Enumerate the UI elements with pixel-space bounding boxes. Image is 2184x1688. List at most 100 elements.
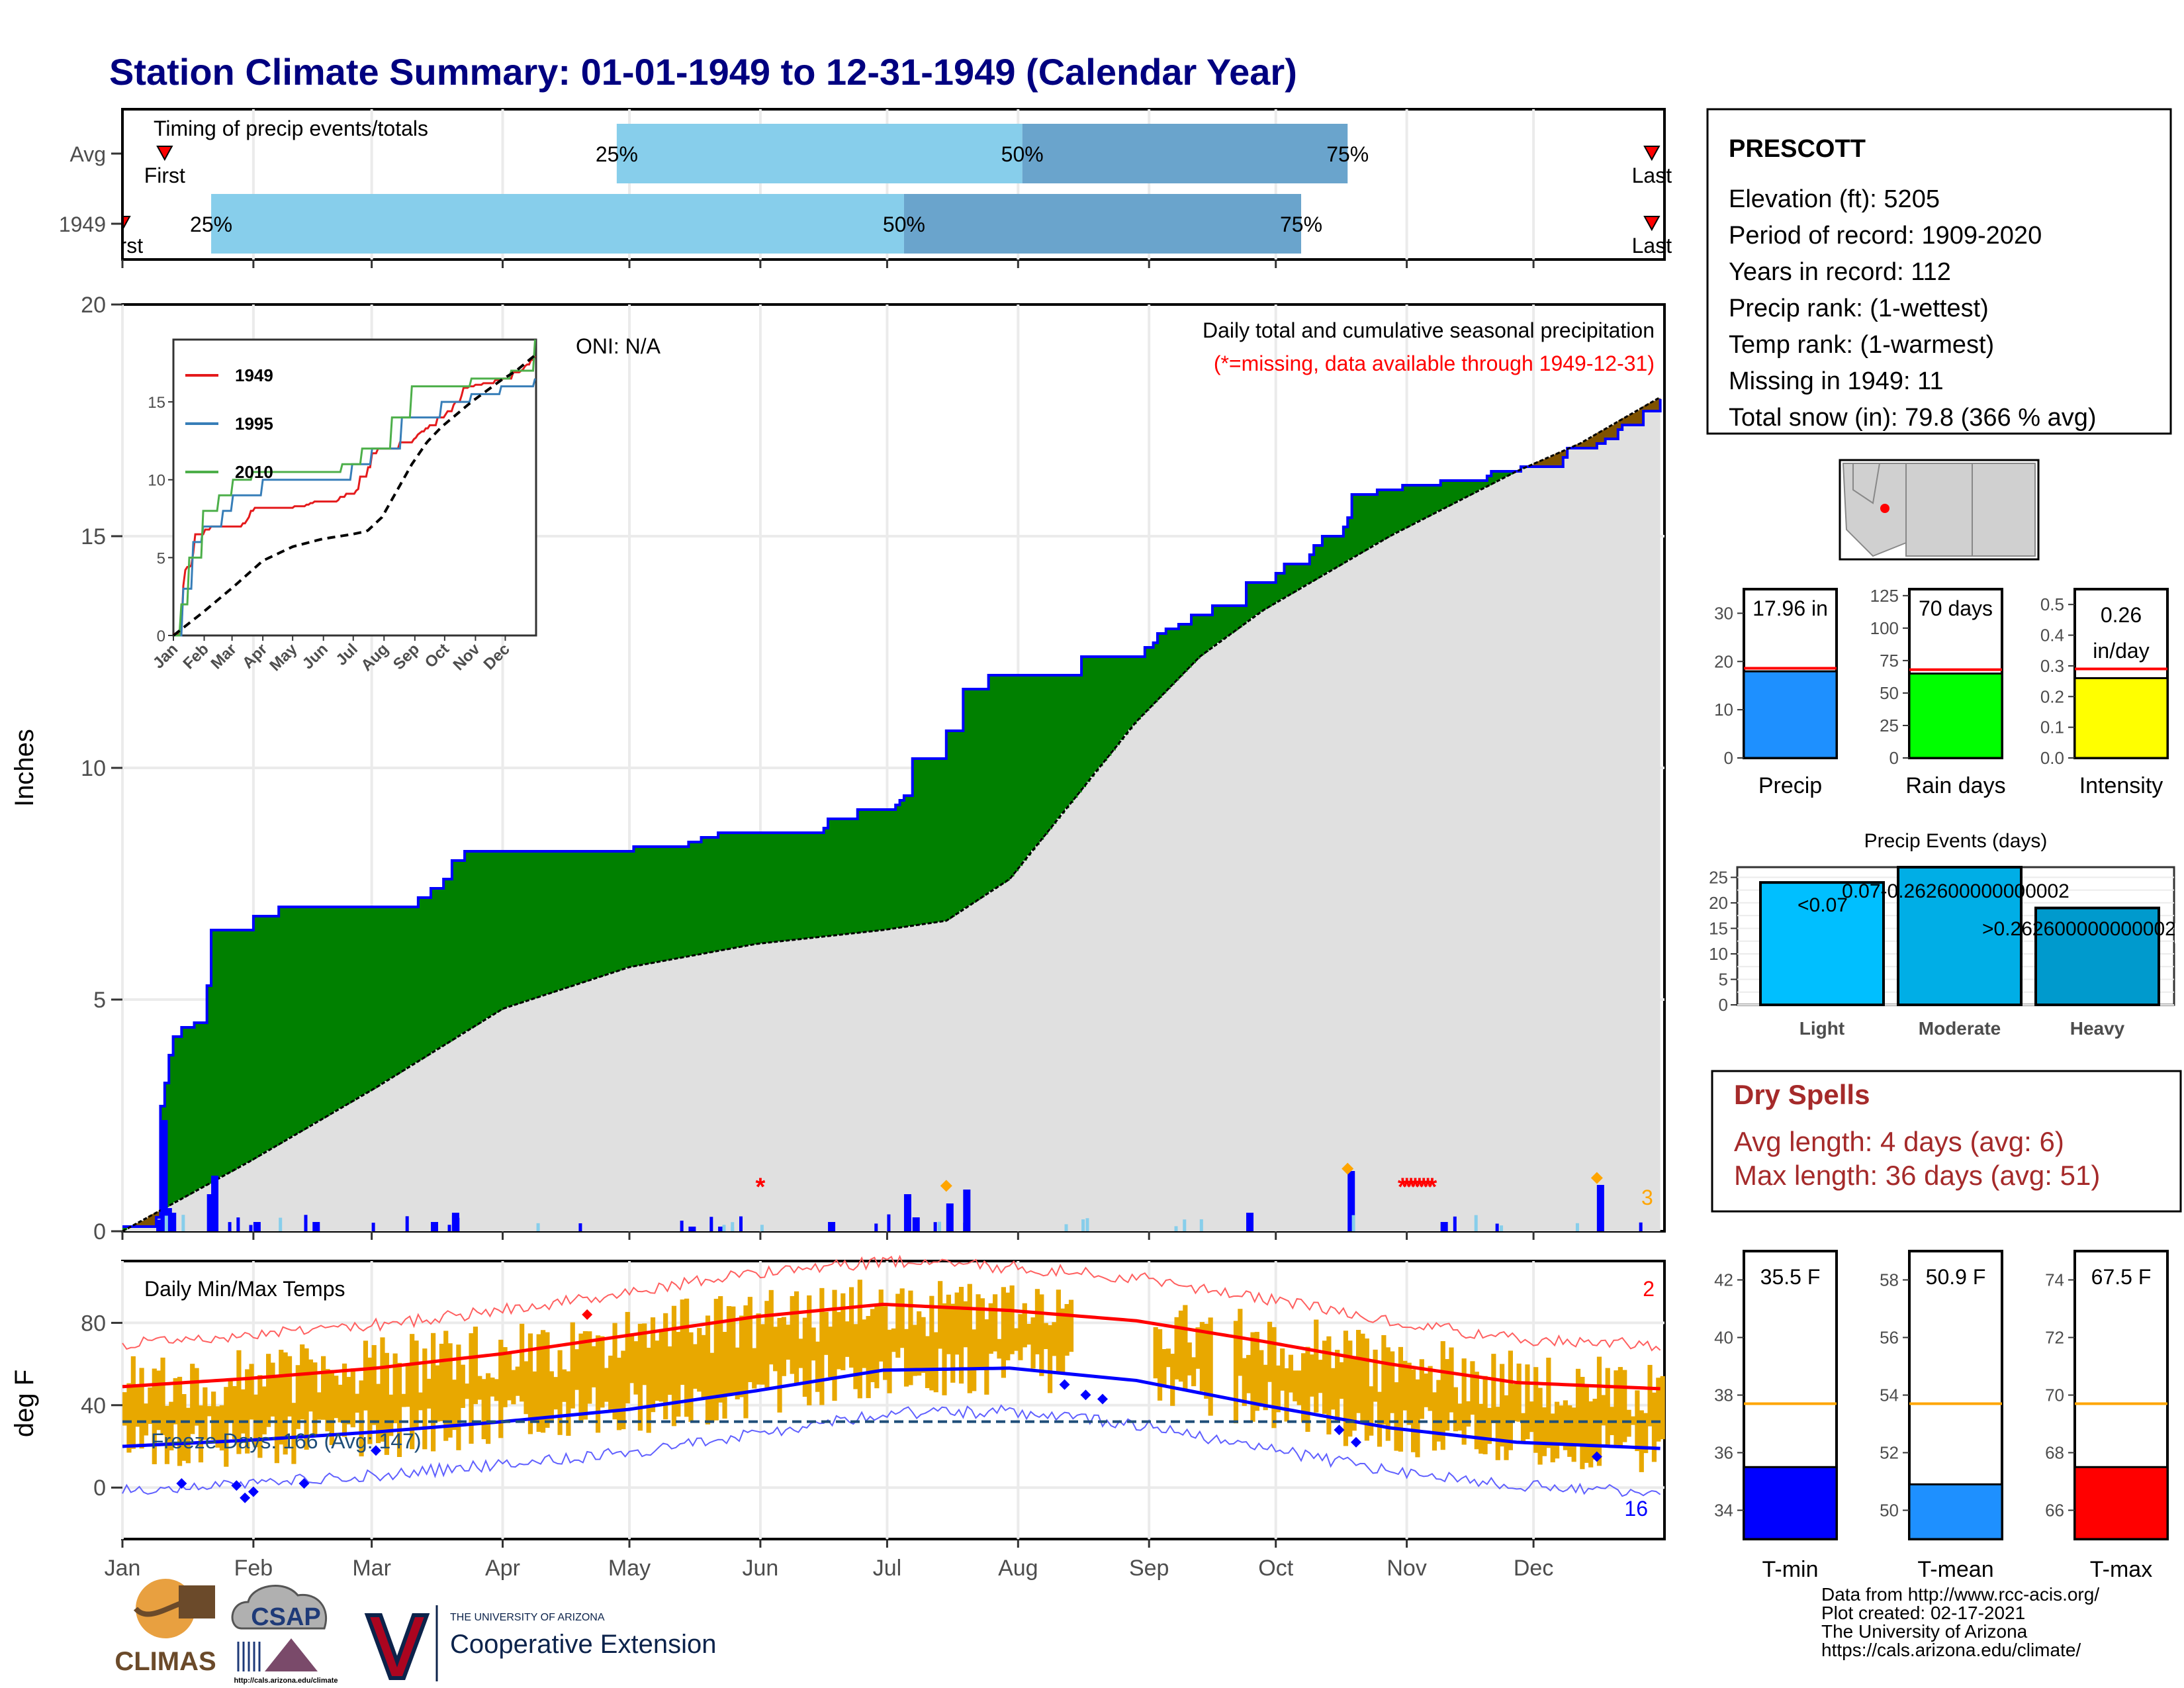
above-average-fill xyxy=(206,986,212,1184)
daily-precip-bar xyxy=(1440,1222,1448,1231)
above-average-fill xyxy=(1280,573,1285,600)
daily-temp-bar xyxy=(156,1370,161,1430)
below-average-fill xyxy=(1533,463,1539,467)
daily-temp-bar xyxy=(481,1379,486,1440)
daily-precip-bar xyxy=(874,1223,878,1231)
daily-precip-bar xyxy=(211,1176,219,1231)
daily-temp-bar xyxy=(1575,1368,1581,1446)
daily-temp-bar xyxy=(1605,1368,1610,1446)
above-average-fill xyxy=(595,851,600,978)
daily-temp-bar xyxy=(1339,1362,1344,1399)
above-average-fill xyxy=(979,689,985,898)
above-average-fill xyxy=(591,851,596,979)
above-average-fill xyxy=(764,833,770,943)
daily-temp-bar xyxy=(684,1298,690,1417)
daily-temp-bar xyxy=(1537,1387,1543,1465)
below-average-fill xyxy=(1588,437,1594,448)
daily-temp-bar xyxy=(1157,1329,1163,1401)
above-average-fill xyxy=(760,833,765,943)
above-average-fill xyxy=(1504,471,1509,477)
timing-p50-label: 50% xyxy=(883,212,925,236)
summary-y-tick: 125 xyxy=(1870,586,1899,606)
above-average-fill xyxy=(122,1227,127,1231)
daily-temp-bar xyxy=(257,1375,263,1458)
daily-temp-bar xyxy=(1584,1384,1589,1463)
daily-temp-bar xyxy=(709,1352,715,1423)
above-average-fill xyxy=(794,833,799,940)
above-average-fill xyxy=(768,833,774,943)
above-average-fill xyxy=(1250,583,1255,618)
daily-temp-bar xyxy=(777,1317,782,1413)
above-average-fill xyxy=(219,930,224,1177)
above-average-fill xyxy=(1449,481,1454,505)
summary-y-tick: 0.4 xyxy=(2040,626,2064,645)
above-average-fill xyxy=(1140,657,1146,716)
daily-temp-bar xyxy=(1486,1407,1492,1444)
daily-temp-bar xyxy=(1068,1299,1074,1352)
above-average-fill xyxy=(903,796,909,927)
daily-temp-bar xyxy=(329,1370,334,1446)
above-average-fill xyxy=(1204,615,1209,652)
daily-temp-bar xyxy=(1617,1367,1623,1447)
above-average-fill xyxy=(578,851,584,984)
timing-p25-label: 25% xyxy=(596,142,638,166)
above-average-fill xyxy=(325,907,330,1116)
daily-precip-bar xyxy=(963,1222,967,1231)
above-average-fill xyxy=(667,847,672,960)
above-average-fill xyxy=(545,851,550,994)
above-average-fill xyxy=(857,810,862,933)
above-average-fill xyxy=(921,759,926,925)
daily-precip-bar xyxy=(206,1194,214,1231)
daily-temp-bar xyxy=(1571,1407,1576,1462)
daily-temp-bar xyxy=(1314,1319,1319,1413)
inset-series-line xyxy=(173,355,536,635)
state-shape xyxy=(1905,463,1973,557)
above-average-fill xyxy=(781,833,786,941)
temp-summary-bar xyxy=(1908,1483,2003,1540)
below-average-fill xyxy=(143,1218,148,1227)
month-label: Mar xyxy=(352,1556,391,1581)
daily-temp-bar xyxy=(1541,1407,1547,1456)
above-average-fill xyxy=(1263,583,1268,610)
freeze-days-label: Freeze Days: 166 (Avg: 147) xyxy=(151,1429,422,1453)
daily-temp-bar xyxy=(671,1305,677,1427)
above-average-fill xyxy=(811,833,816,938)
above-average-fill xyxy=(1212,606,1217,646)
daily-temp-bar xyxy=(1034,1289,1040,1354)
daily-temp-bar xyxy=(376,1383,381,1444)
month-label: Sep xyxy=(1129,1556,1169,1581)
daily-temp-bar xyxy=(625,1311,630,1404)
csap-url: http://cals.arizona.edu/climate xyxy=(234,1677,338,1685)
daily-precip-bar xyxy=(722,1225,726,1231)
daily-temp-bar xyxy=(735,1347,740,1399)
above-average-fill xyxy=(1301,564,1306,587)
inset-frame xyxy=(172,338,537,637)
above-average-fill xyxy=(236,930,242,1168)
daily-temp-bar xyxy=(1238,1309,1243,1376)
above-average-fill xyxy=(1508,471,1513,475)
above-average-fill xyxy=(735,833,740,948)
daily-temp-bar xyxy=(1639,1410,1644,1472)
above-average-fill xyxy=(494,851,499,1013)
above-average-fill xyxy=(1470,481,1475,494)
daily-temp-bar xyxy=(848,1287,854,1368)
daily-temp-bar xyxy=(545,1332,550,1428)
above-average-fill xyxy=(1305,564,1310,585)
month-label: Aug xyxy=(998,1556,1038,1581)
above-average-fill xyxy=(574,851,580,985)
above-average-fill xyxy=(177,1037,182,1200)
inset-y-tick: 5 xyxy=(157,549,165,567)
daily-temp-bar xyxy=(1402,1360,1408,1411)
daily-temp-bar xyxy=(1390,1351,1395,1413)
above-average-fill xyxy=(520,851,525,1003)
above-average-fill xyxy=(1157,633,1162,698)
above-average-fill xyxy=(376,907,381,1087)
above-average-fill xyxy=(625,851,630,968)
daily-temp-bar xyxy=(1005,1292,1011,1360)
daily-temp-bar xyxy=(203,1387,208,1440)
below-average-fill xyxy=(152,1213,157,1227)
daily-temp-bar xyxy=(494,1379,499,1401)
daily-temp-bar xyxy=(1529,1401,1534,1432)
first-event-marker xyxy=(156,146,173,162)
daily-temp-bar xyxy=(169,1401,174,1451)
